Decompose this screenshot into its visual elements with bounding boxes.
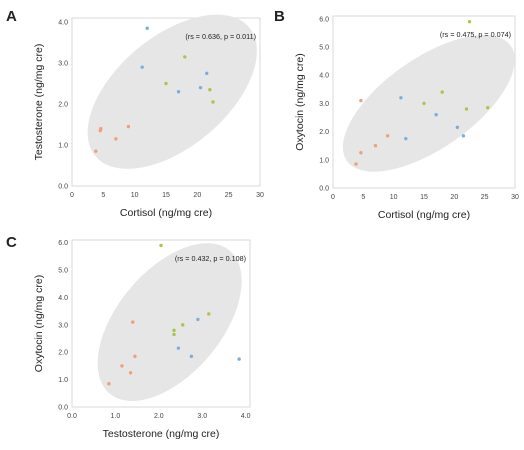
chart-b-data-point: [385, 134, 390, 138]
chart-c-data-point: [181, 323, 185, 327]
chart-a-data-point: [114, 137, 118, 141]
chart-c-y-tick-label: 2.0: [58, 350, 68, 357]
chart-c-data-point: [131, 320, 135, 324]
chart-b-stat-annotation: (rs = 0.475, p = 0.074): [440, 30, 511, 39]
chart-b-y-tick-label: 4.0: [319, 73, 329, 80]
chart-a-x-tick-label: 25: [225, 192, 233, 199]
chart-b-x-tick-label: 25: [481, 194, 489, 201]
chart-a-data-point: [99, 126, 103, 131]
chart-c-x-tick-label: 4.0: [241, 413, 251, 420]
chart-a-x-axis-label: Cortisol (ng/mg cre): [120, 207, 212, 219]
chart-a-data-point: [211, 100, 215, 104]
chart-c-data-point: [207, 312, 211, 316]
chart-c-x-tick-label: 2.0: [154, 413, 164, 420]
chart-b-x-axis-label: Cortisol (ng/mg cre): [378, 209, 470, 221]
chart-a-data-point: [176, 90, 181, 94]
chart-b-y-tick-label: 1.0: [319, 157, 329, 164]
chart-b-x-tick-label: 10: [390, 194, 398, 201]
chart-a-x-tick-label: 20: [193, 192, 201, 199]
chart-b-data-point: [354, 162, 358, 166]
chart-b-data-point: [440, 90, 444, 94]
chart-b-data-point: [359, 151, 363, 155]
chart-c-y-tick-label: 5.0: [58, 268, 68, 275]
chart-c-data-point: [237, 357, 241, 361]
chart-b-data-point: [434, 112, 438, 117]
chart-c-ellipse: [97, 243, 242, 402]
chart-c-data-point: [196, 317, 200, 322]
chart-a-data-point: [183, 55, 187, 59]
chart-a-x-tick-label: 15: [162, 192, 170, 199]
chart-c-data-point: [128, 371, 133, 375]
chart-a-y-tick-label: 1.0: [58, 143, 68, 150]
chart-b-y-axis-label: Oxytocin (ng/mg cre): [294, 53, 306, 150]
chart-b-y-tick-label: 3.0: [319, 101, 329, 108]
chart-c-data-point: [107, 382, 111, 386]
chart-a-x-tick-label: 5: [101, 192, 105, 199]
chart-a-data-point: [208, 88, 212, 92]
chart-b-data-point: [467, 19, 472, 24]
chart-c-y-tick-label: 6.0: [58, 240, 68, 247]
chart-a-data-point: [126, 124, 131, 129]
chart-a-stat-annotation: (rs = 0.636, p = 0.011): [185, 32, 256, 41]
chart-c-x-tick-label: 0.0: [67, 413, 77, 420]
chart-a-y-tick-label: 4.0: [58, 20, 68, 27]
chart-a-y-axis-label: Testosterone (ng/mg cre): [33, 44, 45, 161]
chart-a-data-point: [164, 81, 168, 86]
chart-b-x-tick-label: 5: [361, 194, 365, 201]
chart-a-x-tick-label: 30: [256, 192, 264, 199]
chart-a-data-point: [198, 85, 203, 90]
chart-b-ellipse: [342, 35, 515, 172]
chart-c-y-tick-label: 3.0: [58, 322, 68, 329]
panel-a-letter: A: [6, 8, 17, 25]
chart-a-data-point: [145, 26, 149, 30]
panel-b-letter: B: [274, 8, 285, 25]
chart-a-y-tick-label: 3.0: [58, 61, 68, 68]
chart-b-data-point: [461, 134, 466, 138]
chart-c-y-tick-label: 4.0: [58, 295, 68, 302]
chart-b-data-point: [373, 144, 378, 148]
chart-b-data-point: [359, 98, 363, 103]
chart-a-data-point: [205, 71, 209, 76]
scatter-chart-c: 0.0 1.0 2.0 3.0 4.0 0.0 1.0 2.0 3.0 4.0 5.0 6.0 Test…: [33, 239, 251, 440]
chart-b-x-tick-label: 20: [450, 194, 458, 201]
chart-b-y-tick-label: 6.0: [319, 16, 329, 23]
chart-b-x-tick-label: 30: [511, 194, 519, 201]
chart-b-y-tick-label: 0.0: [319, 186, 329, 193]
chart-c-y-tick-label: 0.0: [58, 405, 68, 412]
chart-a-data-point: [94, 149, 98, 153]
chart-b-data-point: [404, 136, 408, 141]
chart-c-stat-annotation: (rs = 0.432, p = 0.108): [175, 254, 246, 263]
chart-c-data-point: [133, 354, 137, 359]
chart-a-x-tick-label: 0: [70, 192, 74, 199]
chart-c-data-point: [172, 328, 176, 333]
panel-c-letter: C: [6, 234, 17, 251]
chart-c-x-tick-label: 1.0: [111, 413, 121, 420]
chart-b-x-tick-label: 0: [331, 194, 335, 201]
chart-a-data-point: [140, 65, 144, 69]
chart-b-y-tick-label: 2.0: [319, 129, 329, 136]
chart-b-data-point: [455, 125, 460, 130]
chart-c-data-point: [189, 354, 194, 359]
chart-c-data-point: [176, 346, 181, 350]
chart-a-y-tick-label: 0.0: [58, 184, 68, 191]
chart-b-data-point: [464, 107, 469, 111]
chart-b-data-point: [422, 101, 426, 106]
chart-b-data-point: [486, 105, 490, 110]
scatter-chart-b: 0 5 10 15 20 25 30 0.0 1.0 2.0 3.0 4.0 5.0 6.0 Cortiso…: [294, 15, 519, 221]
chart-c-data-point: [120, 364, 124, 368]
chart-b-y-tick-label: 5.0: [319, 45, 329, 52]
chart-a-ellipse: [87, 14, 257, 169]
chart-c-data-point: [159, 243, 163, 248]
scatter-chart-a: 0 5 10 15 20 25 30 0.0 1.0 2.0 3.0 4.0 Cortisol (ng/…: [33, 14, 264, 219]
chart-c-x-axis-label: Testosterone (ng/mg cre): [103, 428, 220, 440]
chart-c-x-tick-label: 3.0: [197, 413, 207, 420]
chart-c-y-tick-label: 1.0: [58, 377, 68, 384]
chart-a-x-tick-label: 10: [131, 192, 139, 199]
chart-c-data-point: [172, 332, 176, 337]
chart-b-data-point: [399, 96, 403, 100]
chart-a-y-tick-label: 2.0: [58, 102, 68, 109]
chart-c-y-axis-label: Oxytocin (ng/mg cre): [33, 275, 45, 372]
chart-b-x-tick-label: 15: [420, 194, 428, 201]
